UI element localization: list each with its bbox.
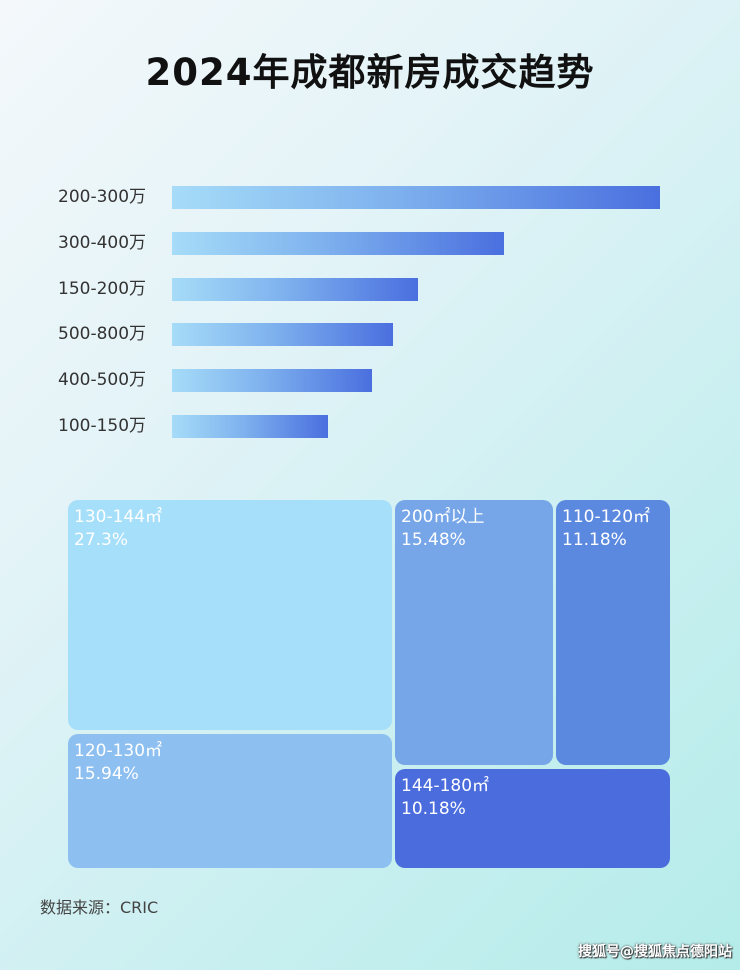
bar <box>172 277 418 301</box>
category-label: 300-400万 <box>58 232 147 253</box>
watermark: 搜狐号@搜狐焦点德阳站 <box>578 944 732 960</box>
tile-label: 110-120㎡ <box>562 507 651 527</box>
category-label: 200-300万 <box>58 187 147 207</box>
bar <box>172 415 329 438</box>
bar <box>172 369 373 393</box>
treemap-tile: 130-144㎡ 27.3% <box>68 500 392 730</box>
category-label: 500-800万 <box>58 324 147 345</box>
category-label: 400-500万 <box>58 370 147 391</box>
tile-value: 15.94% <box>74 764 139 784</box>
bar <box>172 323 394 347</box>
bar <box>172 186 660 209</box>
treemap-tile: 144-180㎡ 10.18% <box>395 769 670 868</box>
treemap-tile: 200㎡以上 15.48% <box>395 500 553 765</box>
chart-title: 2024年成都新房成交趋势 <box>145 51 595 94</box>
bar <box>172 231 504 255</box>
category-label: 100-150万 <box>58 416 147 436</box>
tile-value: 15.48% <box>401 530 466 550</box>
tile-label: 130-144㎡ <box>74 507 163 527</box>
tile-label: 144-180㎡ <box>401 776 490 796</box>
treemap-tile: 120-130㎡ 15.94% <box>68 734 392 868</box>
tile-value: 11.18% <box>562 530 627 550</box>
data-source: 数据来源：CRIC <box>40 898 159 917</box>
tile-value: 10.18% <box>401 799 466 819</box>
tile-value: 27.3% <box>74 530 129 550</box>
category-label: 150-200万 <box>58 278 147 299</box>
treemap-tile: 110-120㎡ 11.18% <box>556 500 670 765</box>
tile-label: 200㎡以上 <box>401 507 485 527</box>
tile-label: 120-130㎡ <box>74 741 163 761</box>
